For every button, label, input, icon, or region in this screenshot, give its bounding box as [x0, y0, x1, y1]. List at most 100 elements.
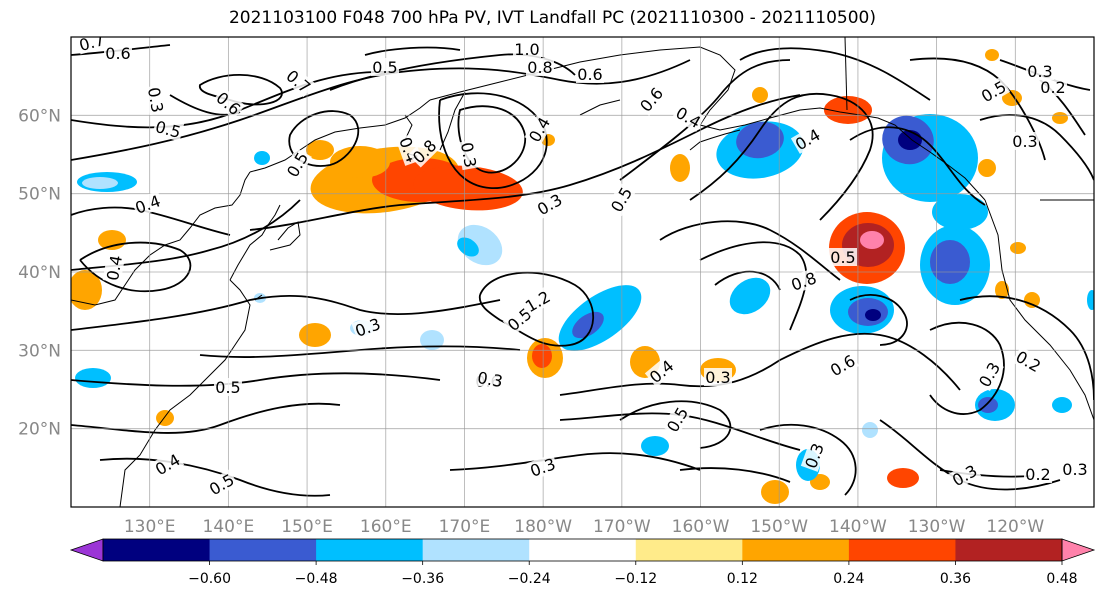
- contour-label-bg: [408, 135, 441, 168]
- pv-anomaly-blob: [254, 151, 270, 165]
- coastline: [579, 99, 621, 116]
- pv-anomaly-blob: [887, 468, 919, 488]
- contour-line: [739, 47, 931, 101]
- pv-anomaly-blob: [670, 154, 690, 182]
- coastline: [249, 99, 431, 173]
- pv-anomaly-blob: [71, 270, 102, 310]
- contour-line: [689, 92, 874, 221]
- contour-label-bg: [976, 76, 1011, 106]
- contour-line: [449, 452, 701, 471]
- colorbar-segment: [955, 539, 1063, 561]
- contour-label-bg: [790, 124, 825, 154]
- x-tick-label: 180°W: [514, 517, 572, 537]
- pv-anomaly-blob: [810, 474, 830, 490]
- contour-label: 0.3: [144, 86, 167, 114]
- coastline: [229, 204, 281, 281]
- x-tick-label: 160°W: [672, 517, 730, 537]
- pv-anomaly-blob: [532, 344, 552, 368]
- pv-anomaly-blob: [1024, 292, 1040, 308]
- colorbar-tick-label: 0.12: [727, 571, 758, 587]
- x-tick-label: 150°E: [281, 517, 333, 537]
- colorbar-tick-label: −0.36: [401, 571, 444, 587]
- x-tick-label: 140°W: [829, 517, 887, 537]
- contour-line: [79, 241, 192, 293]
- contour-line: [71, 294, 501, 331]
- colorbar-segment: [742, 539, 850, 561]
- pv-anomaly-blob: [898, 130, 922, 150]
- contour-line: [71, 372, 441, 387]
- contour-label-bg: [662, 402, 692, 437]
- colorbar-tick-label: 0.48: [1046, 571, 1077, 587]
- contour-label: 0.3: [1062, 460, 1087, 479]
- pv-anomaly-blob: [729, 277, 771, 315]
- colorbar-segment: [635, 539, 743, 561]
- coastline: [844, 37, 848, 111]
- contour-label-bg: [526, 453, 559, 481]
- colorbar-segment: [209, 539, 317, 561]
- contour-label-bg: [131, 190, 164, 218]
- x-tick-label: 170°E: [439, 517, 491, 537]
- contour-line: [619, 400, 732, 449]
- pv-anomaly-blob: [824, 96, 872, 124]
- contour-line: [849, 294, 908, 346]
- contour-label: 0.3: [457, 141, 480, 169]
- contour-line: [759, 423, 857, 496]
- contour-line: [198, 73, 283, 106]
- contour-label-bg: [513, 40, 541, 58]
- coastline: [984, 199, 1094, 421]
- contour-label: 0.3: [705, 368, 730, 387]
- contour-label: 0.7: [77, 30, 107, 55]
- pv-anomaly-blob: [865, 309, 881, 321]
- pv-anomaly-blob: [330, 146, 390, 178]
- x-tick-label: 120°W: [986, 517, 1044, 537]
- colorbar-segment: [316, 539, 424, 561]
- colorbar-extend-max: [1061, 538, 1096, 562]
- contour-line: [679, 467, 791, 483]
- colorbar-tick-label: −0.60: [188, 571, 231, 587]
- x-tick-label: 150°W: [750, 517, 808, 537]
- contour-label: 0.5: [215, 378, 240, 397]
- contour-label-bg: [787, 267, 820, 295]
- colorbar-tick-label: 0.36: [940, 571, 971, 587]
- contour-label-bg: [102, 252, 126, 284]
- contour-label-bg: [524, 112, 554, 147]
- gridlines: [71, 37, 1094, 507]
- contour-label-bg: [282, 65, 316, 98]
- contour-label: 0.5: [206, 470, 238, 499]
- contour-label-bg: [606, 182, 636, 217]
- y-tick-label: 50°N: [18, 185, 61, 205]
- colorbar-segment: [529, 539, 637, 561]
- contour-label-bg: [947, 460, 982, 490]
- pv-anomaly-blob: [995, 281, 1009, 299]
- contour-label: 0.5: [607, 184, 636, 216]
- colorbar-tick-label: 0.24: [833, 571, 864, 587]
- coastline: [119, 279, 251, 507]
- y-tick-label: 40°N: [18, 263, 61, 283]
- contour-line: [438, 92, 548, 189]
- colorbar: −0.60 −0.48 −0.36 −0.24 −0.12 0.12 0.24 0.36 0.4…: [69, 538, 1096, 587]
- colorbar-segment: [103, 539, 211, 561]
- x-tick-label: 170°W: [593, 517, 651, 537]
- contour-line: [959, 295, 1094, 401]
- pv-anomaly-blob: [860, 231, 884, 249]
- contour-label: 0.4: [103, 254, 126, 282]
- contour-line: [619, 59, 791, 181]
- colorbar-tick-label: −0.12: [614, 571, 657, 587]
- contour-label-bg: [644, 355, 678, 388]
- contour-line: [699, 241, 808, 331]
- contour-label-bg: [825, 350, 860, 380]
- x-tick-label: 140°E: [203, 517, 255, 537]
- coastline: [689, 129, 741, 151]
- contour-label-bg: [152, 116, 185, 142]
- contour-label-bg: [1061, 460, 1089, 478]
- pv-anomaly-blob: [1052, 112, 1068, 124]
- contour-label-bg: [526, 58, 554, 76]
- contour-label-bg: [1011, 132, 1039, 150]
- contour-label-bg: [457, 139, 481, 171]
- contour-label-bg: [371, 58, 399, 76]
- contour-line: [939, 469, 1031, 478]
- contour-label: 0.2: [1012, 347, 1044, 376]
- contour-label-bg: [474, 367, 506, 391]
- coastline: [269, 221, 301, 251]
- pv-anomaly-blob: [420, 330, 444, 350]
